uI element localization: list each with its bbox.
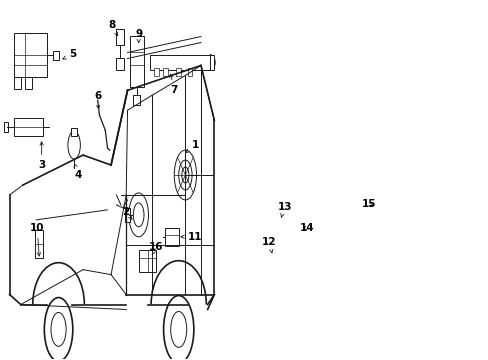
FancyBboxPatch shape — [71, 128, 77, 136]
Text: 6: 6 — [94, 91, 101, 109]
FancyBboxPatch shape — [14, 118, 43, 136]
FancyBboxPatch shape — [263, 245, 281, 263]
FancyBboxPatch shape — [4, 122, 8, 132]
FancyBboxPatch shape — [187, 68, 192, 76]
Text: 10: 10 — [30, 223, 44, 256]
FancyBboxPatch shape — [125, 208, 129, 222]
FancyBboxPatch shape — [275, 210, 286, 240]
Text: 12: 12 — [262, 237, 276, 253]
FancyBboxPatch shape — [53, 50, 59, 60]
Text: 13: 13 — [277, 202, 291, 217]
Text: 3: 3 — [38, 142, 45, 170]
Text: 2: 2 — [122, 207, 132, 220]
Text: 7: 7 — [169, 74, 178, 95]
Text: 8: 8 — [108, 19, 118, 36]
FancyBboxPatch shape — [209, 55, 214, 71]
FancyBboxPatch shape — [25, 77, 32, 89]
FancyBboxPatch shape — [371, 195, 385, 217]
Text: 4: 4 — [74, 164, 82, 180]
Text: 5: 5 — [62, 49, 76, 59]
Text: 14: 14 — [299, 223, 314, 233]
FancyBboxPatch shape — [35, 230, 43, 258]
FancyBboxPatch shape — [256, 249, 262, 259]
FancyBboxPatch shape — [133, 95, 140, 105]
Text: 15: 15 — [361, 199, 376, 209]
FancyBboxPatch shape — [149, 55, 209, 71]
FancyBboxPatch shape — [115, 28, 123, 45]
FancyBboxPatch shape — [14, 77, 20, 89]
Text: 1: 1 — [186, 140, 199, 153]
FancyBboxPatch shape — [14, 32, 47, 77]
Text: 9: 9 — [135, 28, 142, 42]
Text: 11: 11 — [181, 232, 202, 242]
FancyBboxPatch shape — [165, 228, 178, 246]
FancyBboxPatch shape — [176, 68, 181, 76]
FancyBboxPatch shape — [139, 250, 156, 272]
Text: 16: 16 — [149, 242, 163, 255]
FancyBboxPatch shape — [275, 240, 281, 248]
FancyBboxPatch shape — [163, 68, 167, 76]
FancyBboxPatch shape — [154, 68, 159, 76]
FancyBboxPatch shape — [129, 36, 143, 87]
FancyBboxPatch shape — [292, 220, 302, 240]
FancyBboxPatch shape — [115, 58, 123, 71]
